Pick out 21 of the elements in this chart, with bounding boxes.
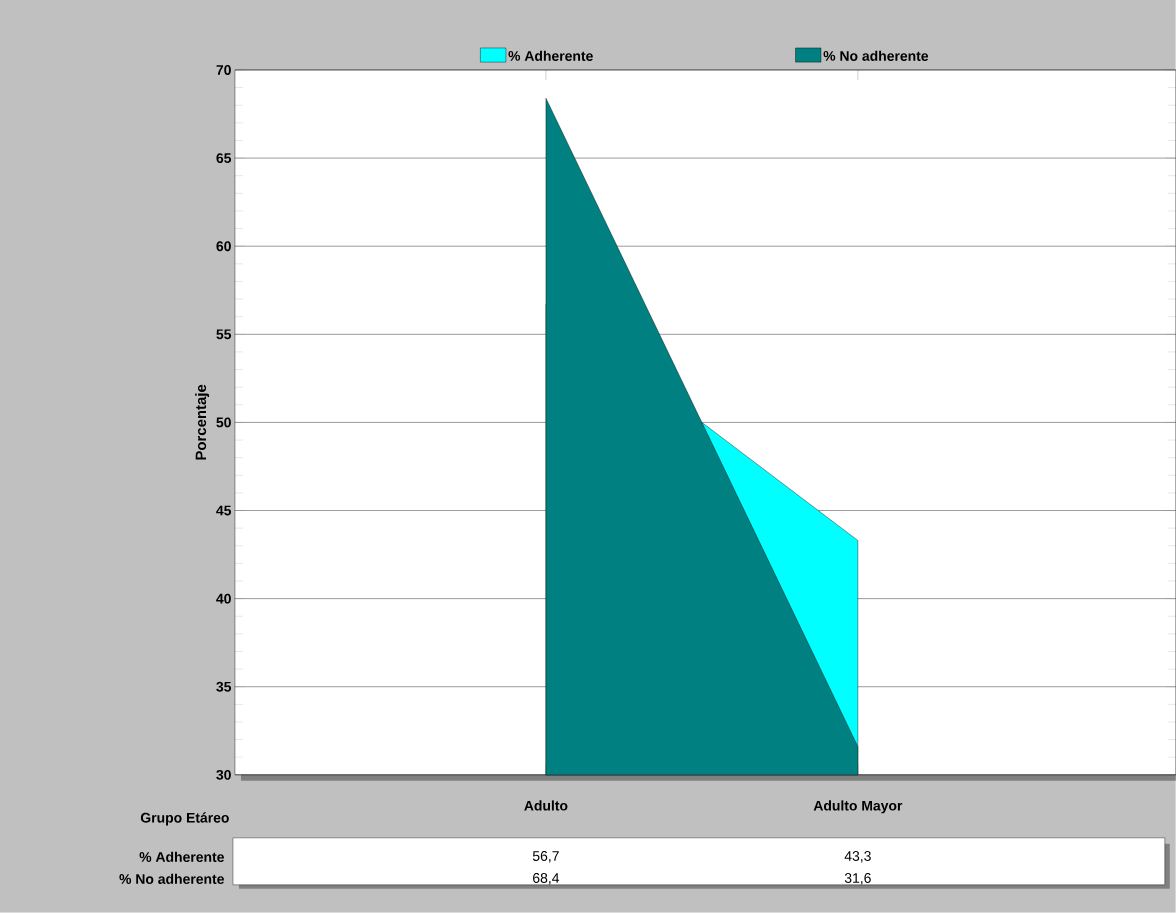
data-label: 56,7 xyxy=(532,851,559,863)
text: % No adherente xyxy=(119,873,224,885)
y-tick-label: 55 xyxy=(216,329,232,340)
y-tick-label: 65 xyxy=(216,153,232,164)
legend-label: % No adherente xyxy=(823,50,929,61)
legend-label: % Adherente xyxy=(508,50,593,61)
y-axis-title: Porcentaje xyxy=(195,384,210,460)
y-tick-label: 50 xyxy=(216,417,231,428)
text: % Adherente xyxy=(139,851,224,863)
x-tick-label: Adulto xyxy=(524,800,568,811)
data-label: 68,4 xyxy=(533,873,560,885)
x-axis-title: Grupo Etáreo xyxy=(140,812,229,826)
x-tick-label: Adulto Mayor xyxy=(813,800,903,814)
data-label: 43,3 xyxy=(844,851,871,863)
y-tick-label: 45 xyxy=(216,505,232,516)
y-tick-label: 40 xyxy=(216,593,231,604)
y-tick-label: 70 xyxy=(216,65,231,75)
y-tick-label: 35 xyxy=(216,681,232,692)
y-tick-label: 60 xyxy=(216,241,231,252)
data-label: 31,6 xyxy=(844,873,871,885)
y-tick-label: 30 xyxy=(216,769,231,780)
